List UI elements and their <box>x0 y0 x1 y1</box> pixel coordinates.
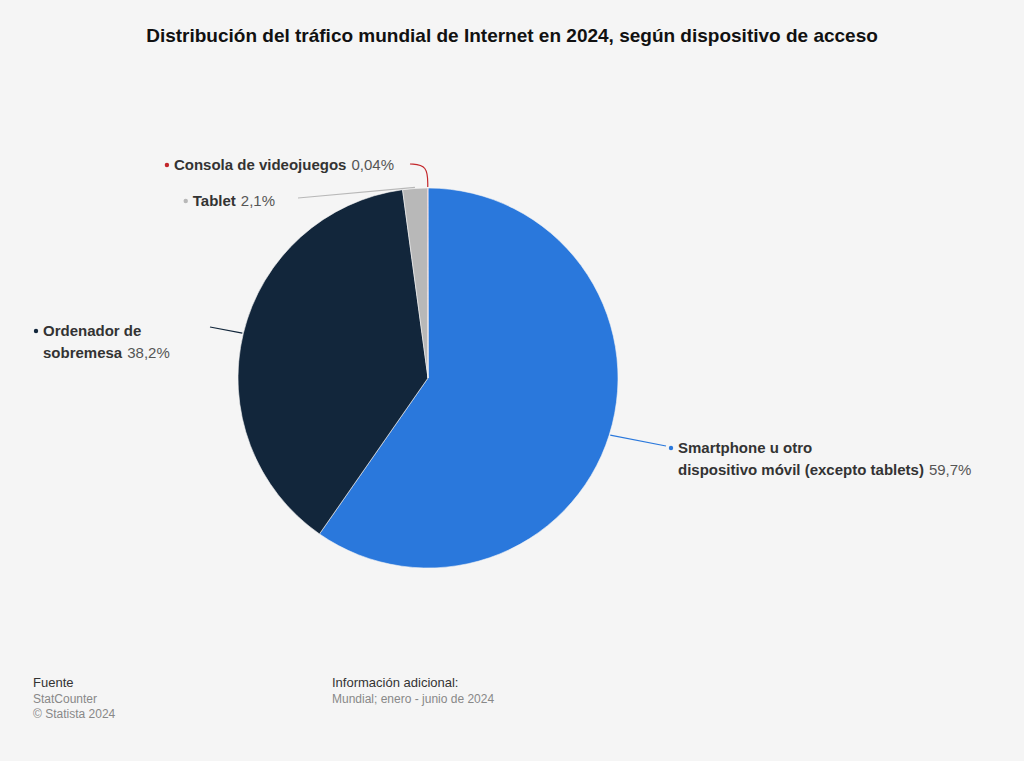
leader-line <box>410 164 428 187</box>
data-label: Tablet 2,1% <box>193 192 275 209</box>
category-label: Smartphone u otro <box>678 439 812 456</box>
leader-line <box>210 327 242 333</box>
leader-line <box>298 187 415 198</box>
source-line: StatCounter <box>33 692 97 706</box>
category-label: Ordenador de <box>43 322 141 339</box>
background <box>0 0 1024 761</box>
source-line: © Statista 2024 <box>33 707 116 721</box>
footer: Fuente StatCounter© Statista 2024 Informac… <box>33 675 494 721</box>
slice <box>238 190 428 534</box>
value-label: 0,04% <box>351 156 394 173</box>
info-label: Información adicional: <box>332 675 458 690</box>
category-label: Tablet <box>193 192 236 209</box>
category-label: sobremesa <box>43 344 123 361</box>
info-text: Mundial; enero - junio de 2024 <box>332 692 494 706</box>
value-label: 2,1% <box>241 192 275 209</box>
bullet <box>184 199 188 203</box>
value-label: 59,7% <box>929 461 972 478</box>
source-label: Fuente <box>33 675 73 690</box>
labels: Smartphone u otro dispositivo móvil (exce… <box>34 156 972 478</box>
data-label: Smartphone u otro dispositivo móvil (exce… <box>678 439 971 478</box>
category-label: Consola de videojuegos <box>174 156 347 173</box>
leader-line <box>610 435 666 446</box>
slice <box>427 188 428 378</box>
slice <box>403 188 428 378</box>
chart: Distribución del tráfico mundial de Inte… <box>0 0 1024 761</box>
data-label: Consola de videojuegos0,04% <box>174 156 394 173</box>
bullet <box>669 446 673 450</box>
bullet <box>34 329 38 333</box>
category-label: dispositivo móvil (excepto tablets) <box>678 461 924 478</box>
bullet <box>165 163 169 167</box>
value-label: 38,2% <box>127 344 170 361</box>
data-label: Ordenador de sobremesa38,2% <box>43 322 170 361</box>
pie <box>238 188 618 568</box>
title: Distribución del tráfico mundial de Inte… <box>146 25 878 46</box>
